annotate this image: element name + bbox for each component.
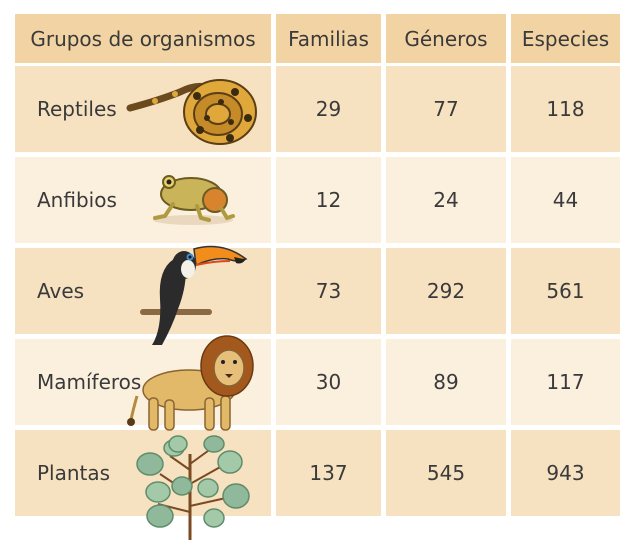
cell-familias-anfibios: 12 [276,157,381,243]
cell-familias-reptiles: 29 [276,66,381,152]
toucan-icon [140,245,248,345]
cell-familias-aves: 73 [276,248,381,334]
lion-icon [127,335,254,431]
header-grupos: Grupos de organismos [15,14,271,63]
cell-especies-anfibios: 44 [511,157,620,243]
cell-generos-anfibios: 24 [386,157,506,243]
cell-generos-aves: 292 [386,248,506,334]
cell-familias-plantas: 137 [276,430,381,516]
cell-especies-reptiles: 118 [511,66,620,152]
frog-icon [153,175,235,225]
cell-especies-aves: 561 [511,248,620,334]
cell-especies-mamiferos: 117 [511,339,620,425]
snake-icon [126,79,257,145]
cell-familias-mamiferos: 30 [276,339,381,425]
header-generos: Géneros [386,14,506,63]
cell-generos-mamiferos: 89 [386,339,506,425]
cell-especies-plantas: 943 [511,430,620,516]
row-label-anfibios: Anfibios [15,157,271,243]
cell-generos-plantas: 545 [386,430,506,516]
cell-generos-reptiles: 77 [386,66,506,152]
header-familias: Familias [276,14,381,63]
header-especies: Especies [511,14,620,63]
plant-icon [136,435,250,540]
row-label-aves: Aves [15,248,271,334]
